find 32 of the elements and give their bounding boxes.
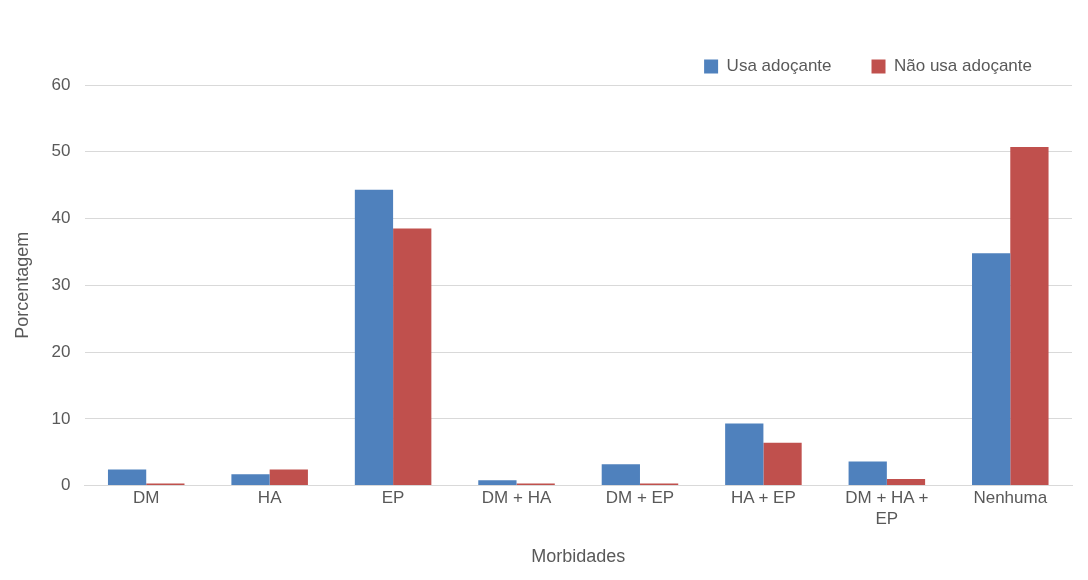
bar (886, 478, 926, 486)
y-tick-label: 40 (51, 208, 71, 228)
legend-label: Usa adoçante (726, 56, 832, 76)
x-tick-label: HA (257, 488, 283, 508)
y-tick-label: 20 (51, 341, 71, 361)
x-tick-label: Nenhuma (973, 488, 1048, 508)
bar (725, 423, 764, 486)
x-tick-label: HA + EP (731, 488, 796, 508)
bar (107, 469, 147, 486)
bar (393, 228, 432, 486)
y-tick-label: 0 (61, 475, 71, 495)
bar (231, 474, 270, 486)
x-tick-label: DM + EP (605, 488, 675, 508)
x-tick-label: DM + HA (481, 488, 552, 508)
x-tick-label: DM (133, 488, 160, 508)
y-tick-label: 60 (51, 74, 71, 94)
legend-label: Não usa adoçante (894, 56, 1033, 76)
bar (478, 480, 517, 486)
y-tick-label: 30 (51, 274, 71, 294)
x-axis-title: Morbidades (531, 546, 626, 567)
y-tick-label: 10 (51, 408, 71, 428)
x-tick-label: DM + HA + EP (845, 488, 929, 528)
bar (972, 253, 1011, 486)
bar (269, 469, 308, 486)
y-axis-title: Porcentagem (11, 231, 32, 339)
bar (763, 442, 802, 486)
bar (848, 461, 887, 486)
y-tick-label: 50 (51, 141, 71, 161)
bar (601, 464, 640, 486)
bar (354, 189, 394, 486)
bar (1010, 147, 1049, 486)
x-tick-label: EP (381, 488, 405, 508)
